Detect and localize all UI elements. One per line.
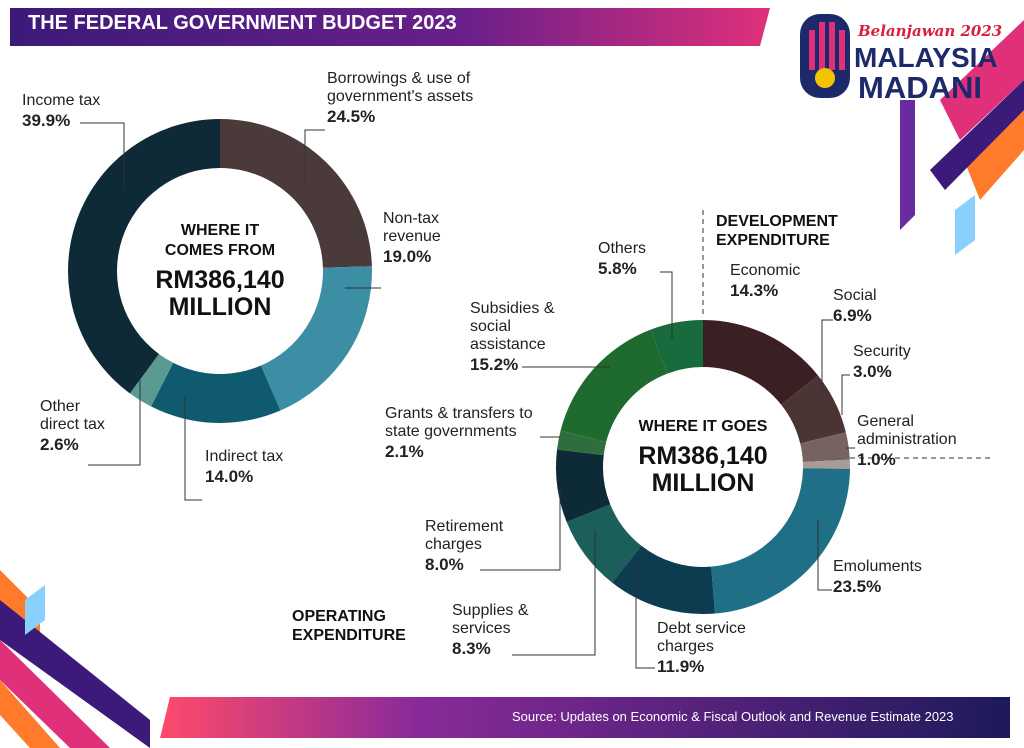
header-bar <box>10 8 770 46</box>
logo-text: MADANI <box>858 70 982 105</box>
value-label: 6.9% <box>833 306 872 325</box>
segment-label: Others 5.8% <box>598 240 678 278</box>
center-amount-line: MILLION <box>168 293 272 321</box>
value-label: 11.9% <box>657 657 705 676</box>
leader-line <box>821 319 833 395</box>
logo-emblem <box>800 14 850 98</box>
page-title: THE FEDERAL GOVERNMENT BUDGET 2023 <box>28 12 457 34</box>
category-label: Non-tax revenue <box>383 210 441 245</box>
center-label: WHERE IT COMES FROM RM386,140 MILLION <box>155 221 284 321</box>
value-label: 3.0% <box>853 362 892 381</box>
leader-line <box>480 490 561 571</box>
category-label: Debt service charges <box>657 620 746 655</box>
segment-label: Economic 14.3% <box>730 262 850 300</box>
value-label: 15.2% <box>470 355 519 374</box>
donut-segment <box>781 375 846 444</box>
category-label: Indirect tax <box>205 448 284 465</box>
donut-segment <box>566 504 642 583</box>
segment-label: Income tax 39.9% <box>22 92 152 130</box>
segment-label: Supplies & services 8.3% <box>452 602 562 658</box>
value-label: 1.0% <box>857 450 896 469</box>
value-label: 2.6% <box>40 435 79 454</box>
center-amount-line: RM386,140 <box>155 266 285 294</box>
category-label: Social <box>833 287 877 304</box>
center-amount: RM386,140 MILLION <box>155 267 284 321</box>
segment-label: Other direct tax 2.6% <box>40 398 110 454</box>
value-label: 14.3% <box>730 281 779 300</box>
leader-line <box>88 380 141 466</box>
category-label: Supplies & services <box>452 602 529 637</box>
segment-label: Indirect tax 14.0% <box>205 448 305 486</box>
leader-line <box>635 560 655 669</box>
category-label: Other direct tax <box>40 398 105 433</box>
leader-line <box>512 530 596 656</box>
category-label: Security <box>853 343 911 360</box>
value-label: 8.0% <box>425 555 464 574</box>
logo-tagline: Belanjawan 2023 <box>858 22 1003 40</box>
donut-segment <box>129 353 174 407</box>
category-label: General administration <box>857 413 957 448</box>
center-title: COMES FROM <box>164 242 276 259</box>
donut-segment <box>150 362 281 424</box>
category-label: Economic <box>730 262 801 279</box>
segment-label: Security 3.0% <box>853 343 953 381</box>
leader-line <box>841 374 850 415</box>
segment-label: Retirement charges 8.0% <box>425 518 535 574</box>
value-label: 19.0% <box>383 247 432 266</box>
center-label: WHERE IT GOES RM386,140 MILLION <box>638 417 767 497</box>
donut-segment <box>557 430 607 456</box>
center-title: WHERE IT <box>180 222 260 239</box>
donut-segment <box>220 119 372 268</box>
annotation: OPERATING EXPENDITURE <box>292 608 406 644</box>
donut-segment <box>711 468 850 614</box>
center-title: WHERE IT GOES <box>638 418 768 435</box>
donut-segment <box>612 545 715 614</box>
leader-line <box>817 520 832 591</box>
category-label: Grants & transfers to state governments <box>385 405 533 440</box>
leader-line <box>660 271 673 340</box>
logo-text: MALAYSIA <box>854 42 998 73</box>
center-amount: RM386,140 MILLION <box>638 443 767 497</box>
value-label: 24.5% <box>327 107 376 126</box>
segment-label: Subsidies & social assistance 15.2% <box>470 300 580 374</box>
category-label: Retirement charges <box>425 518 504 553</box>
donut-segment <box>260 266 372 411</box>
leader-line <box>80 122 125 190</box>
segment-label: Social 6.9% <box>833 287 933 325</box>
donut-segment <box>67 119 220 394</box>
category-label: Income tax <box>22 92 101 109</box>
corner-decoration <box>0 20 1024 748</box>
donut-segment <box>650 320 703 374</box>
center-amount-line: MILLION <box>651 469 755 497</box>
segment-label: Emoluments 23.5% <box>833 558 963 596</box>
donut-segment <box>800 432 850 462</box>
segment-label: Non-tax revenue 19.0% <box>383 210 493 266</box>
category-label: Emoluments <box>833 558 922 575</box>
leader-line <box>304 129 325 183</box>
donut-segment <box>560 329 668 443</box>
segment-label: Grants & transfers to state governments 2… <box>385 405 555 461</box>
segment-label: General administration 1.0% <box>857 413 997 469</box>
segment-label: Borrowings & use of government's assets 2… <box>327 70 492 126</box>
leader-line <box>184 395 202 501</box>
value-label: 8.3% <box>452 639 491 658</box>
category-label: Borrowings & use of government's assets <box>327 70 474 105</box>
value-label: 23.5% <box>833 577 882 596</box>
footer-bar <box>160 697 1010 738</box>
source-note: Source: Updates on Economic & Fiscal Out… <box>512 709 954 724</box>
donut-segment <box>703 320 819 405</box>
segment-label: Debt service charges 11.9% <box>657 620 797 676</box>
category-label: Subsidies & social assistance <box>470 300 555 353</box>
donut-segment <box>802 459 850 469</box>
annotation: DEVELOPMENT EXPENDITURE <box>716 213 838 249</box>
value-label: 39.9% <box>22 111 71 130</box>
value-label: 2.1% <box>385 442 424 461</box>
value-label: 5.8% <box>598 259 637 278</box>
category-label: Others <box>598 240 647 257</box>
center-amount-line: RM386,140 <box>638 442 768 470</box>
donut-segment <box>556 449 611 522</box>
value-label: 14.0% <box>205 467 254 486</box>
